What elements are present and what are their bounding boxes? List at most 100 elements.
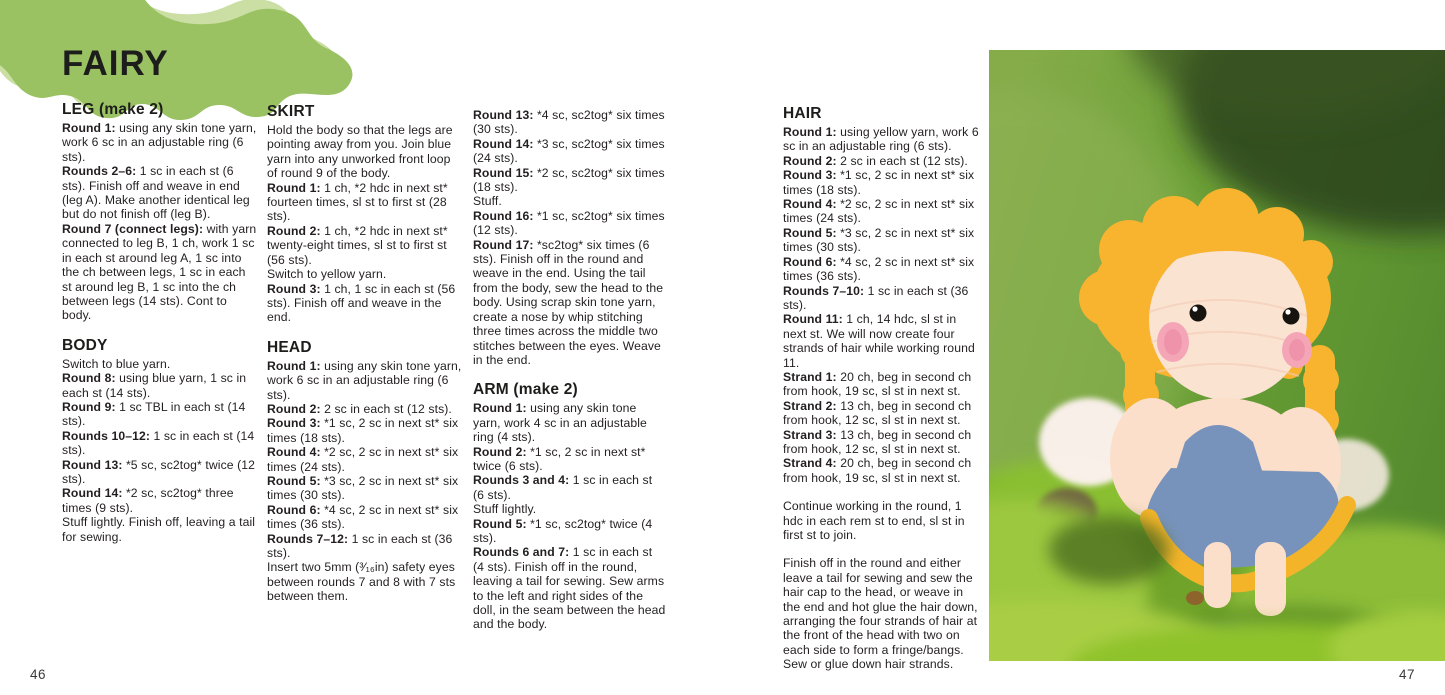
section-heading: HAIR [783,105,822,122]
round-label: Round 1: [473,401,531,416]
pattern-paragraph: Round 4: *2 sc, 2 sc in next st* six tim… [783,197,975,226]
pattern-paragraph: Round 16: *1 sc, sc2tog* six times (12 s… [473,208,665,238]
round-label: Round 17: [473,237,537,252]
pattern-paragraph: Rounds 7–12: 1 sc in each st (36 sts). [267,531,453,561]
round-label: Round 2: [267,402,325,416]
round-label: Round 6: [267,502,325,517]
round-label: Rounds 3 and 4: [473,473,573,488]
pattern-column-2: SKIRT Hold the body so that the legs are … [267,103,464,604]
pattern-paragraph: Rounds 3 and 4: 1 sc in each st (6 sts). [473,473,653,502]
round-label: Round 9: [62,400,120,414]
pattern-paragraph: Round 5: *1 sc, sc2tog* twice (4 sts). [473,516,653,546]
pattern-paragraph: Round 6: *4 sc, 2 sc in next st* six tim… [783,254,975,284]
pattern-paragraph: Round 13: *4 sc, sc2tog* six times (30 s… [473,108,665,137]
pattern-paragraph: Rounds 7–10: 1 sc in each st (36 sts). [783,283,969,312]
section-heading: BODY [62,336,108,354]
pattern-paragraph: Strand 4: 20 ch, beg in second ch from h… [783,456,972,485]
round-label: Round 6: [783,254,841,269]
pattern-paragraph: Stuff lightly. [473,502,537,517]
doll [1039,188,1389,616]
round-label: Round 5: [783,225,841,240]
round-label: Rounds 2–6: [62,164,140,179]
pattern-paragraph: Round 1: using any skin tone yarn, work … [267,358,462,402]
round-label: Strand 4: [783,456,841,471]
pattern-paragraph: Round 1: using any skin tone yarn, work … [62,121,257,164]
round-label: Round 2: [267,223,325,238]
pattern-paragraph: Round 11: 1 ch, 14 hdc, sl st in next st… [783,312,975,370]
round-label: Round 13: [473,108,537,122]
pattern-paragraph: Stuff lightly. Finish off, leaving a tai… [62,515,256,544]
round-label: Strand 2: [783,398,841,413]
pattern-paragraph: Finish off in the round and either leave… [783,556,978,672]
round-label: Round 14: [473,136,537,151]
section-heading: ARM (make 2) [473,381,578,399]
round-label: Round 15: [473,165,537,180]
pattern-paragraph: Switch to yellow yarn. [267,267,387,282]
pattern-paragraph: Round 1: using yellow yarn, work 6 sc in… [783,125,979,154]
pattern-paragraph: Round 2: 2 sc in each st (12 sts). [267,402,452,416]
pattern-paragraph: Rounds 6 and 7: 1 sc in each st (4 sts).… [473,545,666,632]
moss-front [989,500,1445,661]
round-label: Rounds 6 and 7: [473,545,573,560]
pattern-paragraph: Round 3: *1 sc, 2 sc in next st* six tim… [783,168,975,197]
round-label: Round 8: [62,371,120,386]
pattern-column-1: LEG (make 2) Round 1: using any skin tone… [62,101,258,544]
pattern-paragraph: Rounds 2–6: 1 sc in each st (6 sts). Fin… [62,164,250,222]
pattern-paragraph: Round 6: *4 sc, 2 sc in next st* six tim… [267,502,459,532]
pattern-paragraph: Round 14: *3 sc, sc2tog* six times (24 s… [473,136,665,166]
fairy-doll-photo [989,50,1445,661]
pattern-paragraph: Round 3: *1 sc, 2 sc in next st* six tim… [267,416,459,445]
pattern-paragraph: Round 13: *5 sc, sc2tog* twice (12 sts). [62,457,256,487]
round-label: Strand 3: [783,427,841,442]
round-label: Rounds 7–12: [267,531,352,546]
page-number-left: 46 [30,667,47,682]
section-heading: HEAD [267,338,312,356]
pattern-paragraph: Rounds 10–12: 1 sc in each st (14 sts). [62,428,255,458]
round-label: Round 5: [473,516,531,531]
pattern-paragraph: Hold the body so that the legs are point… [267,123,453,181]
pattern-paragraph: Strand 1: 20 ch, beg in second ch from h… [783,369,972,399]
pattern-paragraph: Round 8: using blue yarn, 1 sc in each s… [62,371,247,400]
pattern-paragraph: Round 15: *2 sc, sc2tog* six times (18 s… [473,165,665,195]
round-label: Round 4: [783,197,841,212]
round-label: Round 1: [267,358,325,373]
round-label: Round 11: [783,312,847,327]
pattern-paragraph: Insert two 5mm (³⁄₁₆in) safety eyes betw… [267,560,456,604]
leaf-ornament-icon [0,0,353,120]
round-label: Round 5: [267,474,325,489]
pattern-paragraph: Stuff. [473,194,502,209]
round-label: Round 1: [267,180,325,195]
round-label: Round 2: [473,444,531,459]
round-label: Rounds 10–12: [62,428,154,443]
round-label: Round 13: [62,457,126,472]
pattern-paragraph: Round 3: 1 ch, 1 sc in each st (56 sts).… [267,281,456,325]
pattern-paragraph: Round 1: 1 ch, *2 hdc in next st* fourte… [267,180,448,224]
page-title: FAIRY [62,44,169,83]
section-heading: LEG (make 2) [62,101,164,118]
pattern-column-4: HAIR Round 1: using yellow yarn, work 6 s… [783,105,981,672]
pattern-paragraph: Strand 3: 13 ch, beg in second ch from h… [783,427,972,456]
round-label: Strand 1: [783,369,841,384]
round-label: Round 14: [62,486,126,501]
page-number-right: 47 [1398,667,1415,682]
pattern-paragraph: Round 17: *sc2tog* six times (6 sts). Fi… [473,237,664,367]
pattern-paragraph: Round 2: 2 sc in each st (12 sts). [783,153,968,168]
pattern-paragraph: Continue working in the round, 1 hdc in … [783,499,965,543]
round-label: Round 3: [267,416,325,431]
round-label: Round 1: [62,121,120,136]
pattern-paragraph: Round 5: *3 sc, 2 sc in next st* six tim… [267,474,459,503]
pattern-paragraph: Round 14: *2 sc, sc2tog* three times (9 … [62,486,234,515]
pattern-paragraph: Round 2: *1 sc, 2 sc in next st* twice (… [473,444,646,473]
pattern-paragraph: Round 5: *3 sc, 2 sc in next st* six tim… [783,225,975,255]
round-label: Round 16: [473,208,537,223]
round-label: Round 2: [783,153,841,168]
pattern-paragraph: Round 4: *2 sc, 2 sc in next st* six tim… [267,445,459,474]
round-label: Round 3: [267,281,325,296]
round-label: Round 7 (connect legs): [62,221,207,236]
pattern-column-3: Round 13: *4 sc, sc2tog* six times (30 s… [473,108,666,632]
pattern-paragraph: Switch to blue yarn. [62,356,171,371]
pattern-paragraph: Round 7 (connect legs): with yarn connec… [62,221,257,323]
round-label: Rounds 7–10: [783,283,868,298]
section-heading: SKIRT [267,103,315,120]
